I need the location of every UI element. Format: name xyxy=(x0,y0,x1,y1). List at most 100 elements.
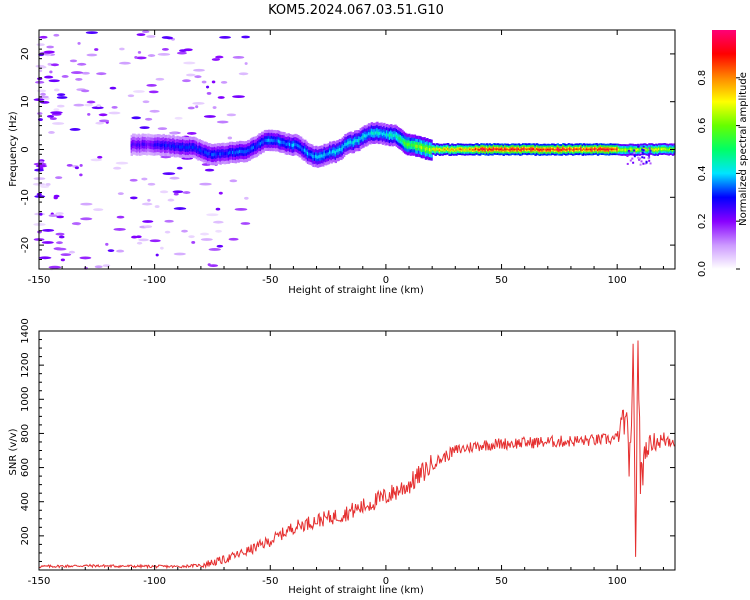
spectrogram-ridge-cell xyxy=(341,146,344,150)
snr-y-tick-label: 200 xyxy=(20,526,31,545)
spectrogram-noise-cell xyxy=(647,157,650,160)
spectrogram-ridge-cell xyxy=(606,148,609,151)
spectrogram-ridge-cell xyxy=(463,149,467,151)
spectrogram-noise-cell xyxy=(80,217,93,221)
spectrogram-ridge-cell xyxy=(401,138,404,142)
spectrogram-noise-cell xyxy=(226,113,237,117)
snr-series-line xyxy=(38,340,675,570)
spectrogram-ridge-cell xyxy=(488,148,492,150)
spectrogram-ridge-cell xyxy=(263,138,267,143)
spectrogram-noise-cell xyxy=(649,149,652,152)
spectrogram-noise-cell xyxy=(215,229,222,233)
spectrogram-ridge-cell xyxy=(281,140,285,144)
spectrogram-noise-cell xyxy=(206,213,219,217)
spectrogram-noise-cell xyxy=(162,172,176,176)
spectrogram-ridge-cell xyxy=(585,148,589,151)
spectrogram-noise-cell xyxy=(645,161,648,164)
spectrogram-noise-cell xyxy=(73,103,85,107)
spectrogram-ridge-cell xyxy=(459,148,462,151)
colorbar-gradient xyxy=(712,30,736,269)
spectrogram-noise-cell xyxy=(232,95,245,99)
spectrogram-ridge-cell xyxy=(394,133,397,137)
spectrogram-ridge-cell xyxy=(516,148,519,151)
spectrogram-noise-cell xyxy=(173,207,187,210)
spectrogram-ridge-cell xyxy=(549,148,553,151)
spectrogram-ridge-cell xyxy=(202,150,206,154)
spectrogram-ridge-cell xyxy=(308,152,311,156)
spectrogram-ridge-cell xyxy=(356,139,360,143)
spectrogram-noise-cell xyxy=(212,106,217,109)
spectrogram-ridge-cell xyxy=(662,148,665,150)
spectrogram-ridge-cell xyxy=(204,150,207,154)
spectrogram-ridge-cell xyxy=(190,145,193,149)
spectrogram-ridge-cell xyxy=(334,150,337,155)
spectrogram-noise-cell xyxy=(80,89,90,93)
spectrogram-ridge-cell xyxy=(517,148,521,150)
spectrogram-ridge-cell xyxy=(471,148,475,151)
spectrogram-ridge-cell xyxy=(211,153,214,157)
spectrogram-ridge-cell xyxy=(495,148,498,151)
spectrogram-ridge-cell xyxy=(258,142,261,146)
spectrogram-ridge-cell xyxy=(470,148,473,151)
spectrogram-x-tick-label: 50 xyxy=(495,275,508,286)
spectrogram-ridge-cell xyxy=(395,134,399,138)
spectrogram-ridge-cell xyxy=(388,134,392,138)
spectrogram-noise-cell xyxy=(183,61,196,65)
colorbar-tick-label: 0.4 xyxy=(697,165,708,181)
spectrogram-ridge-cell xyxy=(535,148,539,150)
spectrogram-noise-cell xyxy=(142,220,154,223)
spectrogram-ridge-cell xyxy=(231,150,235,155)
spectrogram-noise-cell xyxy=(208,264,219,268)
spectrogram-noise-cell xyxy=(192,101,205,105)
spectrogram-ridge-cell xyxy=(453,148,457,151)
snr-x-tick-label: -150 xyxy=(28,576,51,587)
spectrogram-ridge-cell xyxy=(474,148,478,150)
spectrogram-ridge-cell xyxy=(530,148,533,151)
spectrogram-ridge-cell xyxy=(141,142,145,146)
spectrogram-noise-cell xyxy=(129,196,138,200)
spectrogram-ridge-cell xyxy=(344,142,347,147)
spectrogram-ridge-cell xyxy=(248,148,251,152)
spectrogram-ridge-cell xyxy=(580,148,583,150)
spectrogram-ridge-cell xyxy=(138,143,142,147)
spectrogram-noise-cell xyxy=(217,96,225,99)
spectrogram-ridge-cell xyxy=(671,149,675,151)
spectrogram-ridge-cell xyxy=(558,148,561,151)
spectrogram-ridge-cell xyxy=(616,148,619,151)
spectrogram-noise-cell xyxy=(206,92,212,95)
spectrogram-noise-cell xyxy=(628,150,631,153)
spectrogram-ridge-cell xyxy=(162,142,165,146)
spectrogram-ridge-cell xyxy=(508,149,511,151)
spectrogram-noise-cell xyxy=(186,132,197,135)
spectrogram-noise-cell xyxy=(182,191,191,194)
spectrogram-noise-cell xyxy=(45,183,51,186)
spectrogram-ridge-cell xyxy=(245,149,249,154)
spectrogram-noise-cell xyxy=(200,238,213,241)
spectrogram-noise-cell xyxy=(149,109,160,113)
spectrogram-ridge-cell xyxy=(628,148,632,151)
spectrogram-ridge-cell xyxy=(286,142,289,146)
spectrogram-noise-cell xyxy=(86,53,98,57)
spectrogram-ridge-cell xyxy=(358,138,361,143)
spectrogram-ridge-cell xyxy=(480,148,483,150)
spectrogram-ridge-cell xyxy=(570,148,573,151)
spectrogram-ridge-cell xyxy=(521,148,525,150)
spectrogram-noise-cell xyxy=(141,202,153,206)
spectrogram-ridge-cell xyxy=(130,143,134,147)
spectrogram-ridge-cell xyxy=(299,145,303,149)
spectrogram-noise-cell xyxy=(638,158,641,161)
spectrogram-noise-cell xyxy=(93,208,104,211)
spectrogram-ridge-cell xyxy=(362,135,365,139)
spectrogram-ridge-cell xyxy=(240,149,243,154)
spectrogram-ridge-cell xyxy=(428,148,432,152)
spectrogram-ridge-cell xyxy=(226,151,229,155)
spectrogram-noise-cell xyxy=(626,154,629,157)
spectrogram-noise-cell xyxy=(642,149,645,152)
spectrogram-ridge-cell xyxy=(520,148,523,151)
spectrogram-x-axis-title: Height of straight line (km) xyxy=(288,285,424,296)
spectrogram-ridge-cell xyxy=(159,143,163,148)
spectrogram-ridge-cell xyxy=(316,155,319,159)
spectrogram-ridge-cell xyxy=(503,148,507,150)
spectrogram-ridge-cell xyxy=(419,145,422,149)
spectrogram-ridge-cell xyxy=(509,148,512,151)
